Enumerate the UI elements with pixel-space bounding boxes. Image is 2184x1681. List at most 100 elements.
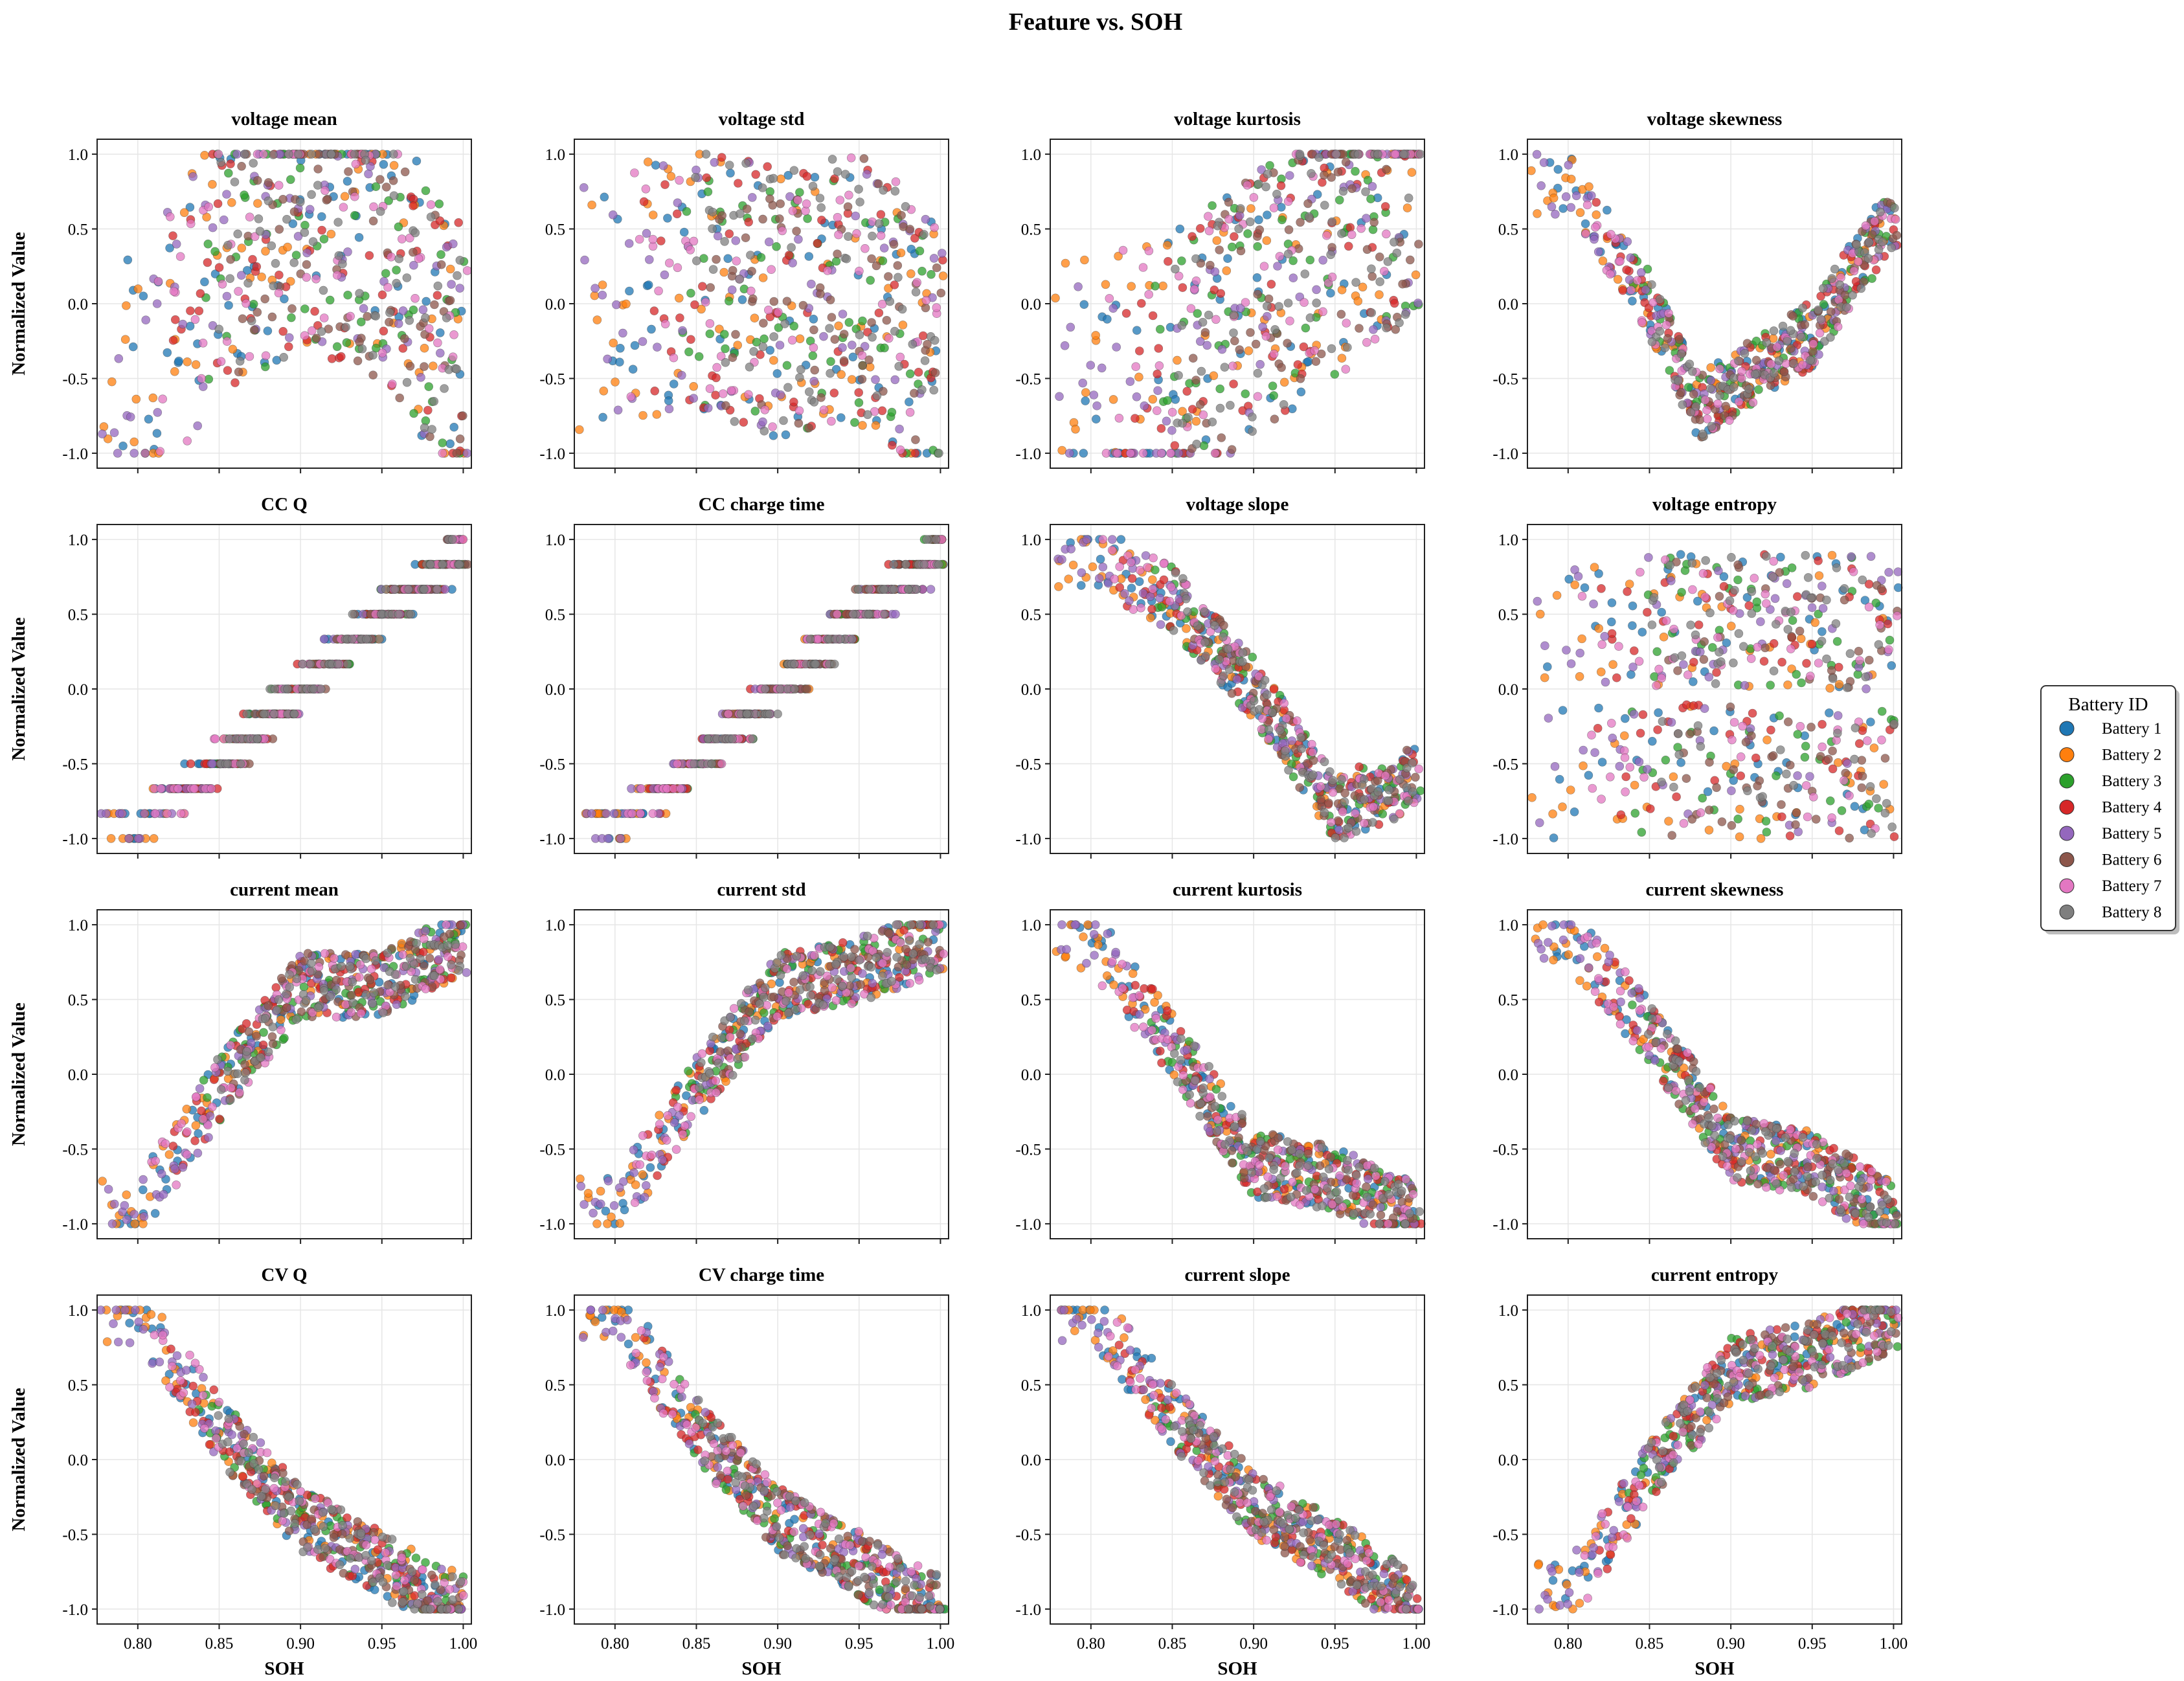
data-point bbox=[901, 559, 910, 569]
data-point bbox=[371, 182, 381, 192]
data-point bbox=[1818, 742, 1827, 752]
data-point bbox=[1597, 758, 1607, 767]
data-point bbox=[712, 363, 721, 372]
data-point bbox=[1814, 571, 1824, 580]
data-point bbox=[158, 394, 167, 404]
data-point bbox=[216, 158, 226, 167]
data-point bbox=[1232, 675, 1242, 684]
data-point bbox=[307, 190, 316, 199]
data-point bbox=[608, 210, 618, 220]
data-point bbox=[1411, 773, 1420, 782]
data-point bbox=[1822, 595, 1831, 605]
data-point bbox=[1358, 780, 1367, 790]
data-point bbox=[910, 449, 920, 458]
data-point bbox=[660, 270, 670, 280]
data-point bbox=[1770, 368, 1779, 378]
data-point bbox=[1577, 591, 1587, 601]
data-point bbox=[880, 609, 889, 619]
data-point bbox=[598, 280, 607, 289]
data-point bbox=[834, 321, 843, 331]
data-point bbox=[889, 240, 899, 249]
data-point bbox=[764, 305, 773, 315]
data-point bbox=[826, 368, 835, 378]
data-point bbox=[1788, 616, 1797, 626]
data-point bbox=[1368, 225, 1378, 234]
data-point bbox=[350, 210, 359, 220]
data-point bbox=[379, 160, 388, 169]
data-point bbox=[638, 411, 647, 420]
y-tick-label: 0.5 bbox=[68, 221, 88, 239]
data-point bbox=[1783, 680, 1792, 690]
data-point bbox=[1715, 390, 1724, 400]
data-point bbox=[440, 585, 450, 594]
data-point bbox=[1769, 638, 1779, 648]
y-tick-label: -0.5 bbox=[62, 756, 88, 773]
data-point bbox=[1300, 298, 1309, 307]
data-point bbox=[641, 184, 651, 194]
data-point bbox=[1391, 150, 1400, 159]
data-point bbox=[918, 385, 927, 394]
data-point bbox=[1229, 379, 1238, 389]
data-point bbox=[1744, 601, 1753, 611]
data-point bbox=[1664, 817, 1673, 826]
data-point bbox=[223, 759, 232, 769]
data-point bbox=[188, 172, 197, 181]
data-point bbox=[385, 317, 394, 327]
data-point bbox=[1115, 562, 1124, 571]
data-point bbox=[858, 361, 867, 370]
data-point bbox=[616, 343, 625, 353]
data-point bbox=[1738, 721, 1747, 731]
data-point bbox=[1674, 376, 1683, 386]
data-point bbox=[1305, 313, 1315, 322]
data-point bbox=[1415, 786, 1425, 795]
data-point bbox=[1590, 748, 1599, 757]
data-point bbox=[237, 243, 247, 253]
data-point bbox=[1148, 394, 1158, 404]
data-point bbox=[895, 445, 905, 455]
data-point bbox=[1705, 758, 1714, 767]
data-point bbox=[1285, 171, 1294, 180]
data-point bbox=[1677, 651, 1687, 660]
data-point bbox=[433, 291, 442, 300]
data-point bbox=[1253, 242, 1262, 251]
data-point bbox=[1814, 556, 1823, 565]
data-point bbox=[1566, 659, 1576, 668]
y-tick-label: 1.0 bbox=[1021, 146, 1041, 164]
data-point bbox=[271, 258, 280, 268]
data-point bbox=[1865, 782, 1875, 791]
data-point bbox=[1351, 278, 1360, 287]
data-point bbox=[1257, 714, 1267, 723]
data-point bbox=[1351, 809, 1360, 818]
data-point bbox=[1747, 731, 1756, 740]
data-point bbox=[823, 266, 832, 275]
data-point bbox=[1238, 648, 1248, 657]
data-point bbox=[389, 161, 399, 170]
data-point bbox=[625, 286, 634, 296]
data-point bbox=[1283, 249, 1293, 259]
data-point bbox=[237, 161, 246, 171]
data-point bbox=[340, 192, 350, 201]
data-point bbox=[905, 407, 915, 417]
y-tick-label: 1.0 bbox=[68, 532, 88, 549]
data-point bbox=[278, 326, 288, 336]
data-point bbox=[1661, 616, 1671, 626]
data-point bbox=[1638, 627, 1647, 637]
data-point bbox=[742, 204, 752, 214]
data-point bbox=[739, 418, 749, 427]
data-point bbox=[1208, 201, 1217, 210]
data-point bbox=[1338, 807, 1347, 817]
data-point bbox=[879, 243, 889, 253]
data-point bbox=[388, 150, 398, 159]
data-point bbox=[702, 173, 711, 183]
data-point bbox=[1625, 763, 1635, 772]
data-point bbox=[426, 200, 436, 209]
data-point bbox=[1766, 381, 1775, 390]
data-point bbox=[708, 207, 717, 217]
data-point bbox=[1156, 449, 1166, 458]
data-point bbox=[264, 196, 273, 206]
data-point bbox=[1362, 245, 1372, 254]
data-point bbox=[1266, 280, 1276, 289]
data-point bbox=[1787, 563, 1797, 572]
data-point bbox=[1573, 572, 1583, 581]
data-point bbox=[851, 211, 861, 221]
